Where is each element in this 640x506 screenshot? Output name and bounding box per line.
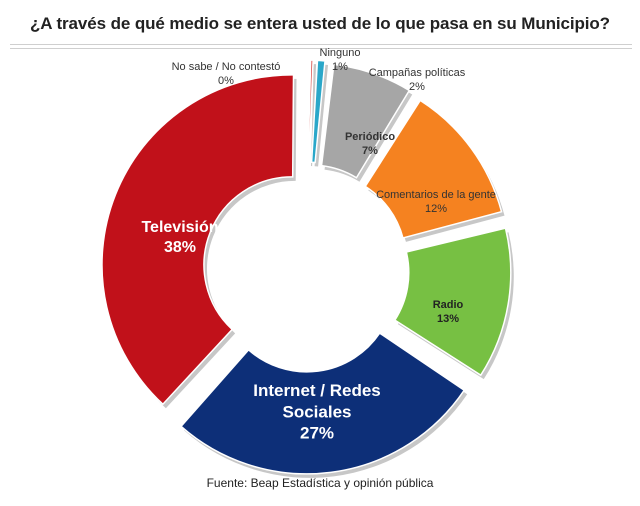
slice-7: [101, 74, 295, 406]
chart-source: Fuente: Beap Estadística y opinión públi…: [206, 476, 434, 490]
slice-label-2: Campañas políticas 2%: [369, 67, 466, 93]
donut-slices: [101, 59, 514, 478]
title-rule-top: [10, 44, 632, 45]
slice-label-1: Ninguno 1%: [320, 47, 361, 73]
slice-label-5: Radio 13%: [433, 299, 464, 325]
slice-1: [310, 59, 326, 164]
slice-label-0: No sabe / No contestó 0%: [172, 61, 281, 87]
slice-4: [364, 99, 503, 239]
slice-label-6: Internet / Redes Sociales 27%: [253, 381, 381, 443]
slice-3: [320, 63, 411, 179]
slice-6: [179, 332, 466, 475]
slice-label-7: Televisión 38%: [141, 219, 218, 256]
title-rule-bottom: [10, 48, 632, 49]
donut-labels: No sabe / No contestó 0% Ninguno 1% Campañas…: [141, 47, 495, 443]
chart-title: ¿A través de qué medio se entera usted d…: [30, 14, 610, 33]
slice-0: [307, 59, 314, 163]
slice-label-4: Comentarios de la gente 12%: [376, 189, 496, 215]
slice-shadow: [314, 64, 329, 167]
slice-5: [393, 227, 512, 377]
slice-label-3: Periódico 7%: [345, 131, 395, 157]
